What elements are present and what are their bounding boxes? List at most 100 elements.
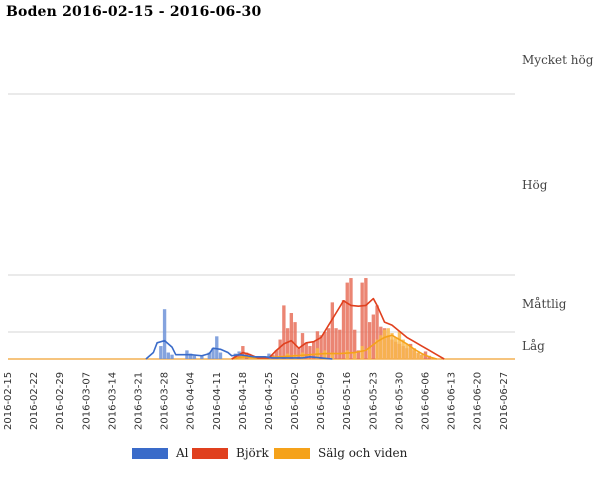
bar-al-6 xyxy=(192,355,197,359)
level-label-3: Mycket hög xyxy=(522,53,594,67)
bar-s-lg-och-viden-22 xyxy=(405,343,409,359)
bar-bj-rk-25 xyxy=(349,278,353,359)
level-label-2: Hög xyxy=(522,178,548,192)
x-tick-label-13: 2016-05-16 xyxy=(342,372,353,430)
bar-al-1 xyxy=(162,309,167,359)
bar-bj-rk-5 xyxy=(274,350,279,359)
bar-bj-rk-7 xyxy=(282,305,286,359)
bar-s-lg-och-viden-11 xyxy=(353,352,357,359)
bar-s-lg-och-viden-26 xyxy=(420,354,424,359)
x-tick-label-9: 2016-04-18 xyxy=(238,372,249,430)
bar-s-lg-och-viden-25 xyxy=(416,352,420,359)
bar-bj-rk-26 xyxy=(353,329,357,359)
bar-s-lg-och-viden-15 xyxy=(379,335,383,359)
legend-swatch-al xyxy=(132,447,168,459)
bar-al-0 xyxy=(159,346,163,359)
lines-layer xyxy=(145,297,445,360)
grid-layer xyxy=(8,93,515,360)
x-tick-labels: 2016-02-15 2016-02-22 2016-02-29 2016-03-07… xyxy=(3,372,510,430)
bar-bj-rk-17 xyxy=(319,335,323,359)
bar-bj-rk-23 xyxy=(341,300,346,359)
x-tick-label-3: 2016-03-07 xyxy=(81,372,92,430)
level-labels: Låg Måttlig Hög Mycket hög xyxy=(522,53,594,353)
bar-bj-rk-13 xyxy=(304,342,308,359)
bar-al-8 xyxy=(207,352,211,359)
bar-al-5 xyxy=(188,353,193,359)
x-tick-label-18: 2016-06-20 xyxy=(473,372,484,430)
bar-s-lg-och-viden-19 xyxy=(394,337,398,359)
x-tick-label-17: 2016-06-13 xyxy=(447,372,458,430)
bar-s-lg-och-viden-13 xyxy=(367,348,372,359)
bar-bj-rk-21 xyxy=(334,328,338,359)
bar-al-11 xyxy=(218,352,223,359)
bar-bj-rk-19 xyxy=(326,328,331,359)
bar-bj-rk-31 xyxy=(371,314,376,359)
bar-s-lg-och-viden-23 xyxy=(408,346,413,359)
legend-item-bjork[interactable]: Björk xyxy=(192,444,269,462)
bar-bj-rk-20 xyxy=(330,302,335,359)
x-tick-label-19: 2016-06-27 xyxy=(499,372,510,430)
bar-bj-rk-24 xyxy=(345,282,349,359)
chart-legend: Al Björk Sälg och viden xyxy=(0,444,600,464)
bar-bj-rk-32 xyxy=(375,305,379,359)
bar-bj-rk-27 xyxy=(356,350,361,359)
bar-al-10 xyxy=(215,336,219,359)
bar-al-9 xyxy=(211,348,215,359)
bar-bj-rk-30 xyxy=(367,322,372,359)
bar-s-lg-och-viden-20 xyxy=(397,331,402,359)
legend-item-salg[interactable]: Sälg och viden xyxy=(274,444,407,462)
bar-al-3 xyxy=(170,354,174,359)
x-tick-label-7: 2016-04-04 xyxy=(186,372,197,430)
bar-s-lg-och-viden-18 xyxy=(390,333,394,359)
x-tick-label-11: 2016-05-02 xyxy=(290,372,301,430)
x-tick-label-6: 2016-03-28 xyxy=(160,372,171,430)
legend-label-bjork: Björk xyxy=(236,446,269,460)
bar-bj-rk-8 xyxy=(285,328,290,359)
x-tick-label-1: 2016-02-22 xyxy=(29,372,40,430)
legend-swatch-bjork xyxy=(192,447,228,459)
bar-bj-rk-15 xyxy=(312,341,316,359)
chart-title: Boden 2016-02-15 - 2016-06-30 xyxy=(6,4,262,20)
level-label-0: Låg xyxy=(522,338,545,353)
bar-al-16 xyxy=(267,353,271,359)
x-tick-label-10: 2016-04-25 xyxy=(264,372,275,430)
bar-bj-rk-29 xyxy=(364,278,368,359)
trend-line-bj-rk xyxy=(231,297,445,360)
bar-bj-rk-10 xyxy=(293,322,297,359)
bar-bj-rk-11 xyxy=(297,348,301,359)
legend-swatch-salg xyxy=(274,447,310,459)
bar-bj-rk-16 xyxy=(315,331,320,359)
bar-bj-rk-14 xyxy=(308,346,312,359)
bar-bj-rk-18 xyxy=(323,332,327,359)
x-tick-label-2: 2016-02-29 xyxy=(55,372,66,430)
x-tick-label-14: 2016-05-23 xyxy=(368,372,379,430)
bar-s-lg-och-viden-17 xyxy=(386,328,390,359)
bar-bj-rk-6 xyxy=(278,339,282,359)
bar-al-2 xyxy=(166,352,170,359)
trend-line-al xyxy=(145,339,333,360)
x-tick-label-15: 2016-05-30 xyxy=(394,372,405,430)
trend-line-s-lg-och-viden xyxy=(231,334,437,360)
level-label-1: Måttlig xyxy=(522,296,567,311)
legend-label-salg: Sälg och viden xyxy=(318,446,408,460)
x-tick-label-8: 2016-04-11 xyxy=(212,372,223,430)
x-tick-label-12: 2016-05-09 xyxy=(316,372,327,430)
bar-s-lg-och-viden-5 xyxy=(293,354,297,359)
x-tick-label-16: 2016-06-06 xyxy=(421,372,432,430)
bar-s-lg-och-viden-12 xyxy=(360,346,364,359)
x-tick-label-0: 2016-02-15 xyxy=(3,372,14,430)
bar-s-lg-och-viden-8 xyxy=(323,350,327,359)
x-tick-label-4: 2016-03-14 xyxy=(107,372,118,430)
legend-label-al: Al xyxy=(176,446,189,460)
bar-s-lg-och-viden-10 xyxy=(345,350,349,359)
x-tick-label-5: 2016-03-21 xyxy=(133,372,144,430)
legend-item-al[interactable]: Al xyxy=(132,444,189,462)
bar-bj-rk-22 xyxy=(338,329,342,359)
bars-layer xyxy=(159,278,431,359)
bar-s-lg-och-viden-21 xyxy=(401,339,405,359)
bar-bj-rk-28 xyxy=(360,282,364,359)
bar-al-7 xyxy=(200,355,204,359)
bar-s-lg-och-viden-9 xyxy=(330,352,335,359)
bar-s-lg-och-viden-16 xyxy=(382,329,387,359)
